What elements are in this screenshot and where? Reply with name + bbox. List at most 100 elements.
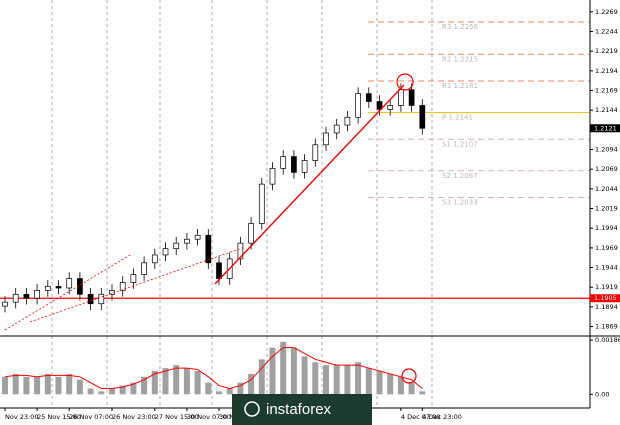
histogram-bar bbox=[205, 382, 212, 395]
y-tick-label: 1.2044 bbox=[595, 185, 618, 193]
histogram-bar bbox=[397, 376, 404, 395]
y-tick-label: 1.1994 bbox=[595, 224, 618, 232]
histogram-bar bbox=[98, 391, 105, 395]
candle-body bbox=[248, 223, 254, 244]
histogram-bar bbox=[365, 368, 372, 395]
pivot-level-label: R2 1.2215 bbox=[442, 55, 478, 63]
histogram-bar bbox=[387, 373, 394, 395]
y-tick-label: 1.2169 bbox=[595, 86, 618, 94]
candle-body bbox=[258, 183, 265, 224]
candle-body bbox=[205, 234, 212, 264]
histogram-bar bbox=[419, 391, 426, 395]
watermark: instaforex bbox=[266, 401, 332, 418]
histogram-bar bbox=[323, 365, 329, 395]
candle-body bbox=[119, 282, 126, 291]
histogram-bar bbox=[151, 370, 158, 395]
candle-body bbox=[376, 101, 383, 110]
histogram-bar bbox=[55, 376, 62, 395]
y-tick-label: 1.2144 bbox=[595, 106, 618, 114]
candle-body bbox=[12, 293, 19, 303]
histogram-bar bbox=[162, 368, 169, 395]
x-tick-label: 27 Nov 15:00 bbox=[155, 413, 199, 421]
histogram-bar bbox=[130, 382, 137, 395]
candle-body bbox=[312, 144, 319, 161]
y-tick-label: 1.1969 bbox=[595, 244, 618, 252]
histogram-bar bbox=[226, 388, 233, 395]
current-price-label: 1.2121 bbox=[594, 124, 617, 132]
y-tick-label: 1.1869 bbox=[595, 323, 618, 331]
watermark-box: instaforex bbox=[232, 394, 372, 425]
y-tick-label: 1.2019 bbox=[595, 205, 618, 213]
pivot-level-label: S3 1.2033 bbox=[442, 199, 478, 207]
candle-body bbox=[237, 242, 244, 260]
candle-body bbox=[398, 89, 404, 106]
y-tick-label: 1.2194 bbox=[595, 67, 618, 75]
histogram-bar bbox=[376, 370, 383, 395]
histogram-bar bbox=[34, 376, 41, 395]
candle-body bbox=[184, 238, 190, 244]
period-separators bbox=[51, 0, 433, 408]
y-tick-label: 1.1894 bbox=[595, 303, 618, 311]
histogram-bar bbox=[216, 391, 222, 395]
candle-body bbox=[333, 124, 340, 134]
y-tick-label: 1.1919 bbox=[595, 283, 618, 291]
histogram-bar bbox=[258, 359, 265, 395]
histogram-bar bbox=[344, 365, 351, 395]
candle-body bbox=[280, 156, 287, 169]
x-tick-label: Nov 23:00 bbox=[5, 413, 38, 421]
signal-line bbox=[4, 347, 423, 389]
x-tick-label: 26 Nov 23:00 bbox=[112, 413, 156, 421]
y-tick-label: 1.1944 bbox=[595, 264, 618, 272]
histogram-bar bbox=[76, 379, 83, 395]
candle-body bbox=[66, 278, 73, 289]
y-tick-label: 1.2219 bbox=[595, 47, 618, 55]
candle-body bbox=[355, 93, 361, 118]
histogram-bar bbox=[2, 376, 8, 395]
pivot-level-label: R3 1.2256 bbox=[442, 23, 479, 31]
candle-body bbox=[162, 248, 169, 256]
histogram-bar bbox=[87, 388, 94, 395]
histogram-bar bbox=[408, 382, 415, 395]
candle-body bbox=[34, 290, 40, 299]
candle-body bbox=[194, 234, 201, 240]
candle-body bbox=[323, 132, 329, 146]
histogram-bar bbox=[280, 341, 287, 395]
histogram-bar bbox=[290, 347, 297, 395]
histogram-bar bbox=[301, 356, 308, 395]
y-tick-label: 1.2069 bbox=[595, 165, 618, 173]
x-tick-label: 4 Dec 23:00 bbox=[422, 413, 462, 421]
candle-body bbox=[44, 286, 51, 291]
candle-body bbox=[151, 254, 158, 264]
histogram-bar bbox=[312, 362, 319, 395]
candle-body bbox=[419, 105, 426, 129]
candle-body bbox=[387, 105, 394, 110]
histogram-bar bbox=[109, 388, 115, 395]
y-tick-label: 1.2094 bbox=[595, 146, 618, 154]
histogram-bar bbox=[248, 373, 255, 395]
histogram-bar bbox=[194, 370, 201, 395]
candle-body bbox=[291, 156, 297, 173]
x-tick-label: 4 Dec 07:00 bbox=[401, 413, 441, 421]
histogram-bar bbox=[141, 376, 148, 395]
histogram-bar bbox=[119, 385, 126, 395]
histogram-bar bbox=[355, 362, 362, 395]
histogram-bar bbox=[23, 376, 30, 395]
histogram-bar bbox=[66, 373, 73, 395]
histogram-bar bbox=[333, 365, 340, 395]
histogram-bar bbox=[12, 373, 19, 395]
candle-body bbox=[130, 274, 137, 283]
histogram-bar bbox=[44, 373, 51, 395]
x-tick-label: 30 Nov 07:00 bbox=[187, 413, 231, 421]
candle-body bbox=[98, 293, 105, 305]
candle-body bbox=[301, 160, 308, 173]
x-tick-label: 25 Nov 15:00 bbox=[37, 413, 81, 421]
pivot-level-label: S1 1.2107 bbox=[442, 140, 478, 148]
pivot-level-label: R1 1.2181 bbox=[442, 82, 478, 90]
candle-body bbox=[55, 286, 62, 289]
histogram-bar bbox=[237, 382, 244, 395]
histogram-bar bbox=[269, 347, 276, 395]
histogram-bar bbox=[173, 365, 180, 395]
candle-body bbox=[23, 293, 30, 299]
histogram-bar bbox=[183, 368, 190, 395]
